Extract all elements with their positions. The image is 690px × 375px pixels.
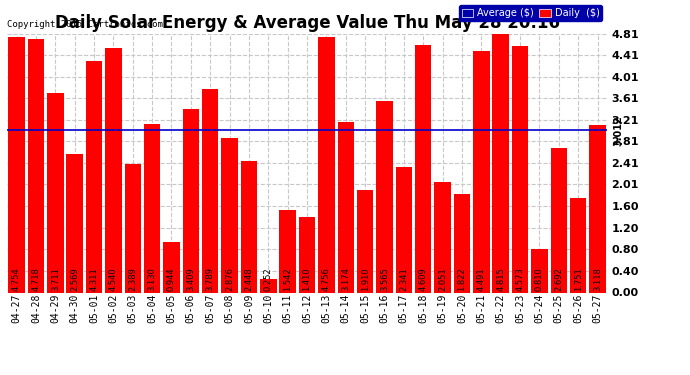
Bar	[318, 37, 335, 292]
Bar	[337, 122, 354, 292]
Text: 2.569: 2.569	[70, 267, 79, 291]
Text: 2.341: 2.341	[400, 267, 408, 291]
Bar	[241, 161, 257, 292]
Text: 2.692: 2.692	[554, 267, 563, 291]
Text: 1.542: 1.542	[283, 267, 292, 291]
Text: 0.810: 0.810	[535, 267, 544, 291]
Text: 3.711: 3.711	[51, 267, 60, 291]
Text: 2.389: 2.389	[128, 267, 137, 291]
Text: 4.609: 4.609	[419, 267, 428, 291]
Text: 2.051: 2.051	[438, 267, 447, 291]
Text: 0.944: 0.944	[167, 267, 176, 291]
Bar	[86, 61, 102, 292]
Bar	[435, 182, 451, 292]
Bar	[221, 138, 238, 292]
Text: 4.573: 4.573	[515, 267, 524, 291]
Bar	[47, 93, 63, 292]
Bar	[454, 195, 470, 292]
Text: 3.130: 3.130	[148, 267, 157, 291]
Text: 1.410: 1.410	[302, 267, 312, 291]
Bar	[183, 109, 199, 292]
Bar	[279, 210, 296, 292]
Bar	[202, 88, 219, 292]
Text: 1.751: 1.751	[573, 267, 582, 291]
Text: 4.540: 4.540	[109, 267, 118, 291]
Text: Copyright 2015 Cartronics.com: Copyright 2015 Cartronics.com	[7, 20, 163, 28]
Bar	[415, 45, 431, 292]
Bar	[531, 249, 548, 292]
Bar	[395, 166, 412, 292]
Text: 4.756: 4.756	[322, 267, 331, 291]
Text: 3.118: 3.118	[593, 267, 602, 291]
Text: 3.409: 3.409	[186, 267, 195, 291]
Bar	[473, 51, 490, 292]
Text: 4.311: 4.311	[90, 267, 99, 291]
Bar	[105, 48, 121, 292]
Bar	[512, 46, 529, 292]
Bar	[28, 39, 44, 292]
Bar	[8, 37, 25, 292]
Text: 2.876: 2.876	[225, 267, 234, 291]
Bar	[66, 154, 83, 292]
Bar	[376, 101, 393, 292]
Text: 4.718: 4.718	[32, 267, 41, 291]
Text: 4.815: 4.815	[496, 267, 505, 291]
Legend: Average ($), Daily  ($): Average ($), Daily ($)	[459, 5, 602, 21]
Text: 4.754: 4.754	[12, 267, 21, 291]
Bar	[299, 217, 315, 292]
Text: 3.174: 3.174	[342, 267, 351, 291]
Title: Daily Solar Energy & Average Value Thu May 28 20:16: Daily Solar Energy & Average Value Thu M…	[55, 14, 560, 32]
Bar	[124, 164, 141, 292]
Bar	[144, 124, 160, 292]
Bar	[260, 279, 277, 292]
Bar	[164, 242, 179, 292]
Text: 3.789: 3.789	[206, 267, 215, 291]
Text: 3.012: 3.012	[613, 115, 623, 146]
Text: 4.491: 4.491	[477, 267, 486, 291]
Text: 1.910: 1.910	[361, 267, 370, 291]
Bar	[570, 198, 586, 292]
Bar	[357, 190, 373, 292]
Bar	[493, 33, 509, 292]
Text: 1.822: 1.822	[457, 267, 466, 291]
Text: 3.565: 3.565	[380, 267, 389, 291]
Text: 2.448: 2.448	[244, 267, 253, 291]
Bar	[551, 148, 567, 292]
Bar	[589, 125, 606, 292]
Text: 0.252: 0.252	[264, 267, 273, 291]
